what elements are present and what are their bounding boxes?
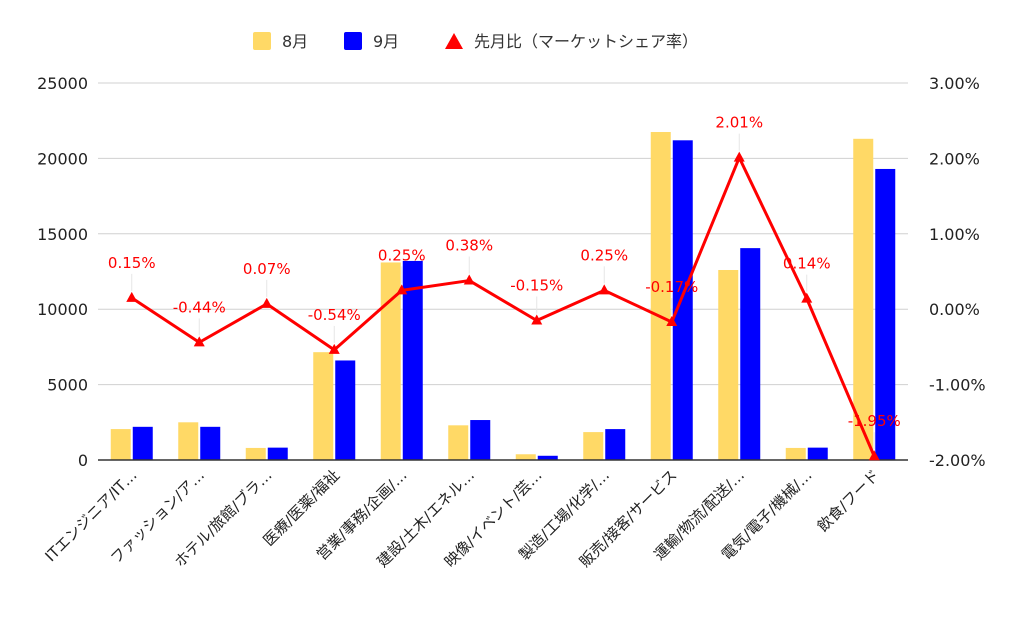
y-tick-label: 15000	[37, 225, 88, 244]
y-tick-label: 10000	[37, 300, 88, 319]
share-marker	[733, 151, 745, 162]
share-data-label: -0.15%	[510, 277, 563, 295]
share-marker	[598, 284, 610, 295]
share-data-label: 0.07%	[243, 260, 291, 278]
share-marker	[868, 450, 880, 461]
bar-aug	[178, 422, 199, 460]
y2-tick-label: 3.00%	[929, 74, 980, 93]
bar-aug	[785, 447, 806, 460]
bar-aug	[380, 262, 401, 460]
y-tick-label: 0	[78, 451, 88, 470]
y2-tick-label: 1.00%	[929, 225, 980, 244]
share-marker	[193, 336, 205, 347]
x-tick-label: 飲食/フード	[814, 466, 883, 535]
y2-tick-label: 0.00%	[929, 300, 980, 319]
share-data-label: 0.25%	[580, 246, 628, 264]
share-marker	[531, 314, 543, 325]
y-tick-label: 5000	[47, 376, 88, 395]
bar-aug	[245, 447, 266, 460]
share-data-label: 0.25%	[378, 246, 426, 264]
bar-sep	[672, 140, 693, 460]
legend-swatch-sep	[344, 32, 362, 50]
share-data-label: 0.14%	[783, 255, 831, 273]
bar-sep	[875, 168, 896, 460]
bar-sep	[605, 429, 626, 460]
legend-marker-share	[445, 33, 463, 49]
y2-tick-label: 2.00%	[929, 149, 980, 168]
y2-tick-label: -2.00%	[929, 451, 986, 470]
share-line: 0.15% -0.44% 0.07% -0.54% 0.25% 0.38% -0.15% 0.…	[108, 114, 901, 461]
share-marker	[261, 297, 273, 308]
bar-sep	[402, 260, 423, 460]
share-data-label: -1.95%	[848, 412, 901, 430]
share-marker	[396, 284, 408, 295]
legend-label: 8月	[282, 32, 308, 51]
bar-sep	[267, 447, 288, 460]
bar-aug	[718, 269, 739, 460]
share-marker	[463, 274, 475, 285]
legend: 8月 9月 先月比（マーケットシェア率）	[253, 32, 698, 51]
legend-label: 9月	[373, 32, 399, 51]
gridlines	[98, 82, 908, 386]
share-data-label: 0.38%	[445, 237, 493, 255]
bar-sep	[537, 455, 558, 460]
bar-sep	[335, 360, 356, 460]
bar-sep	[807, 447, 828, 460]
bars	[110, 132, 896, 460]
bar-aug	[853, 138, 874, 460]
share-line-path	[130, 156, 876, 457]
share-marker	[666, 316, 678, 327]
legend-label: 先月比（マーケットシェア率）	[474, 32, 698, 51]
share-data-label: 2.01%	[715, 114, 763, 132]
share-marker	[801, 292, 813, 303]
bar-sep	[740, 248, 761, 460]
bar-sep	[470, 420, 491, 460]
bar-sep	[132, 426, 153, 460]
y-tick-label: 20000	[37, 149, 88, 168]
axes: 0 5000 10000 15000 20000 25000 -2.00% -1.00% 0.0…	[37, 74, 986, 571]
share-marker	[126, 291, 138, 302]
share-marker	[328, 343, 340, 354]
share-data-label: -0.17%	[645, 278, 698, 296]
bar-aug	[515, 454, 536, 460]
bar-aug	[448, 425, 469, 460]
legend-swatch-aug	[253, 32, 271, 50]
share-data-label: 0.15%	[108, 254, 156, 272]
bar-aug	[650, 132, 671, 460]
y2-tick-label: -1.00%	[929, 376, 986, 395]
share-data-label: -0.54%	[308, 306, 361, 324]
bar-aug	[583, 432, 604, 460]
bar-aug	[110, 429, 131, 460]
share-data-label: -0.44%	[173, 298, 226, 316]
y-tick-label: 25000	[37, 74, 88, 93]
bar-aug	[313, 352, 334, 460]
bar-sep	[200, 426, 221, 460]
